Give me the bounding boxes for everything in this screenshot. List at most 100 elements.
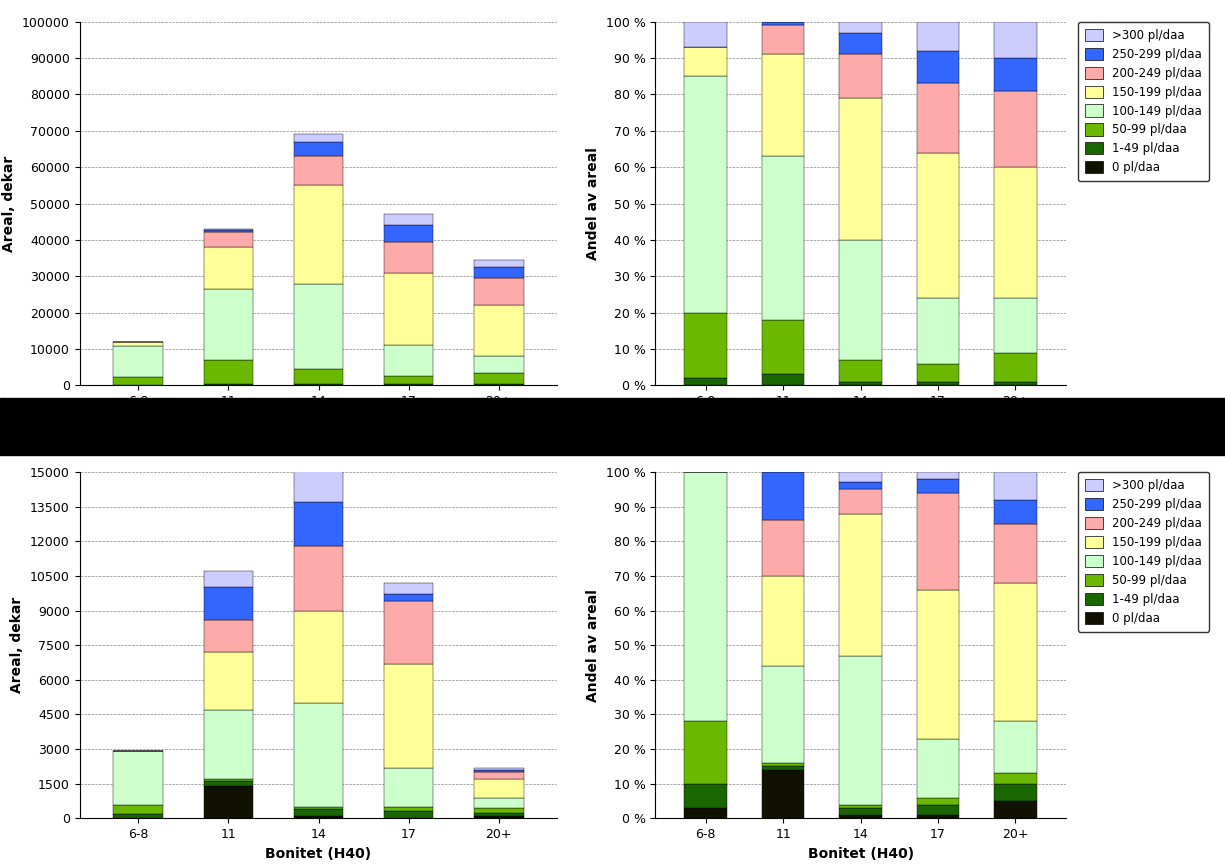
Bar (203, 247, 254, 288)
Bar (203, 230, 254, 232)
Bar (916, 298, 959, 364)
Bar (839, 472, 882, 482)
Bar (839, 656, 882, 805)
Bar (916, 22, 959, 51)
Bar (294, 807, 343, 809)
Bar (916, 739, 959, 798)
Bar (203, 232, 254, 247)
Legend: >300 pl/daa, 250-299 pl/daa, 200-249 pl/daa, 150-199 pl/daa, 100-149 pl/daa, 50-: >300 pl/daa, 250-299 pl/daa, 200-249 pl/… (1078, 22, 1209, 181)
Bar (685, 76, 726, 313)
Bar (383, 242, 434, 273)
Bar (294, 546, 343, 611)
Bar (383, 273, 434, 346)
Bar (839, 22, 882, 33)
Bar (995, 524, 1036, 583)
Bar (203, 652, 254, 710)
Bar (474, 808, 523, 812)
Bar (762, 763, 805, 766)
Bar (474, 767, 523, 770)
Bar (995, 298, 1036, 352)
Bar (203, 288, 254, 359)
Y-axis label: Areal, dekar: Areal, dekar (11, 597, 24, 694)
Bar (995, 167, 1036, 298)
Bar (474, 779, 523, 798)
Bar (114, 342, 163, 346)
Bar (474, 372, 523, 385)
Bar (383, 594, 434, 601)
Bar (762, 374, 805, 385)
Bar (762, 520, 805, 576)
Bar (995, 91, 1036, 167)
Bar (203, 229, 254, 230)
Bar (916, 472, 959, 479)
Bar (839, 360, 882, 382)
Bar (474, 772, 523, 779)
Bar (762, 55, 805, 156)
Bar (762, 156, 805, 320)
Bar (474, 267, 523, 278)
Bar (916, 805, 959, 815)
Bar (762, 576, 805, 666)
Bar (916, 364, 959, 382)
Bar (203, 572, 254, 587)
Bar (294, 134, 343, 142)
X-axis label: Bonitet (H40): Bonitet (H40) (266, 847, 371, 861)
Bar (762, 666, 805, 763)
Bar (839, 33, 882, 55)
Bar (685, 378, 726, 385)
Bar (916, 590, 959, 739)
Bar (383, 225, 434, 242)
Bar (839, 240, 882, 360)
Bar (474, 306, 523, 356)
Bar (916, 51, 959, 83)
X-axis label: Bonitet (H40): Bonitet (H40) (266, 414, 371, 428)
Bar (839, 382, 882, 385)
Bar (839, 815, 882, 818)
Bar (294, 816, 343, 818)
Bar (203, 587, 254, 620)
Bar (685, 47, 726, 76)
Bar (383, 811, 434, 818)
Bar (916, 479, 959, 493)
Bar (474, 816, 523, 818)
Bar (762, 770, 805, 818)
Bar (839, 805, 882, 808)
Bar (995, 773, 1036, 784)
Bar (685, 784, 726, 808)
Bar (839, 514, 882, 656)
Bar (685, 721, 726, 784)
Bar (294, 703, 343, 807)
Bar (995, 58, 1036, 91)
Bar (916, 815, 959, 818)
Bar (685, 22, 726, 47)
Bar (916, 493, 959, 590)
Bar (995, 801, 1036, 818)
Bar (474, 798, 523, 808)
Bar (474, 278, 523, 306)
Bar (474, 770, 523, 772)
Bar (383, 215, 434, 225)
Bar (762, 766, 805, 770)
Bar (294, 502, 343, 546)
Bar (839, 489, 882, 514)
Bar (203, 786, 254, 818)
Bar (839, 98, 882, 240)
Bar (114, 805, 163, 814)
Legend: >300 pl/daa, 250-299 pl/daa, 200-249 pl/daa, 150-199 pl/daa, 100-149 pl/daa, 50-: >300 pl/daa, 250-299 pl/daa, 200-249 pl/… (1078, 472, 1209, 631)
Bar (294, 156, 343, 185)
Bar (916, 382, 959, 385)
Bar (995, 500, 1036, 524)
X-axis label: Bonitet (H40): Bonitet (H40) (807, 414, 914, 428)
Bar (762, 472, 805, 520)
Bar (685, 472, 726, 721)
Bar (203, 620, 254, 652)
Bar (916, 798, 959, 805)
Bar (839, 55, 882, 98)
Bar (995, 472, 1036, 500)
Bar (383, 767, 434, 807)
Bar (383, 376, 434, 385)
Bar (995, 784, 1036, 801)
Bar (995, 721, 1036, 773)
Bar (114, 752, 163, 805)
Bar (474, 356, 523, 372)
